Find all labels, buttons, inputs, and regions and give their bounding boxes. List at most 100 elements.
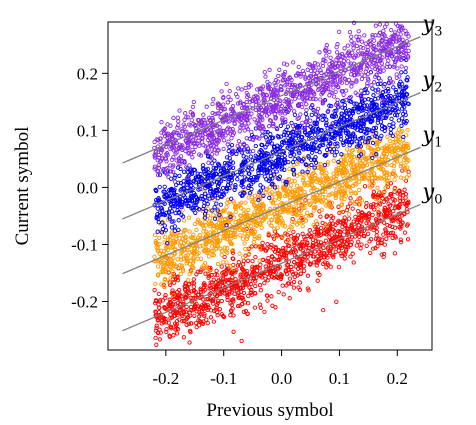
data-point <box>236 138 242 144</box>
data-point <box>402 201 407 206</box>
data-point <box>344 147 350 152</box>
data-point <box>345 238 350 243</box>
data-point <box>329 214 334 219</box>
data-point <box>305 241 310 246</box>
data-point <box>292 152 297 157</box>
data-point <box>370 212 375 218</box>
data-point <box>371 189 377 194</box>
data-point <box>317 150 322 155</box>
data-point <box>157 235 162 240</box>
data-point <box>197 309 202 315</box>
data-point <box>198 305 204 310</box>
data-point <box>221 314 227 320</box>
data-point <box>204 317 209 322</box>
data-point <box>257 245 262 250</box>
data-point <box>362 176 367 181</box>
data-point <box>390 230 396 235</box>
data-point <box>202 248 207 253</box>
data-point <box>182 284 187 289</box>
data-point <box>152 139 157 145</box>
data-point <box>287 296 292 301</box>
data-point <box>346 59 351 64</box>
data-point <box>314 219 319 224</box>
data-point <box>181 335 187 340</box>
data-point <box>366 212 371 217</box>
data-point <box>203 271 208 276</box>
data-point <box>152 287 157 293</box>
data-point <box>235 172 240 178</box>
data-point <box>175 277 181 283</box>
data-point <box>346 77 352 83</box>
data-point <box>291 260 297 265</box>
data-point <box>381 251 387 257</box>
data-point <box>401 193 406 198</box>
data-point <box>365 71 371 77</box>
data-point <box>382 205 388 211</box>
data-point <box>157 337 163 342</box>
data-point <box>265 298 270 303</box>
data-point <box>207 284 212 289</box>
line-label-y2: y2 <box>421 68 442 96</box>
data-point <box>181 169 187 174</box>
data-point <box>201 112 206 117</box>
data-point <box>396 127 402 132</box>
data-point <box>371 38 377 43</box>
data-point <box>286 238 292 244</box>
data-point <box>310 237 316 242</box>
data-point <box>383 185 388 190</box>
data-point <box>320 195 325 200</box>
data-point <box>190 235 195 241</box>
data-point <box>371 160 376 165</box>
data-point <box>239 206 244 211</box>
data-point <box>249 287 254 293</box>
data-point <box>162 276 168 282</box>
data-point <box>317 192 323 198</box>
data-point <box>362 233 367 239</box>
data-point <box>176 119 181 124</box>
data-point <box>359 39 365 44</box>
data-point <box>331 158 336 163</box>
data-point <box>346 216 352 221</box>
data-point <box>362 33 367 38</box>
data-point <box>392 177 397 182</box>
data-point <box>206 271 211 277</box>
data-point <box>222 280 227 285</box>
data-point <box>178 271 183 277</box>
data-point <box>239 87 244 92</box>
data-point <box>320 220 325 226</box>
data-point <box>391 121 396 126</box>
data-point <box>182 318 187 323</box>
data-point <box>175 115 180 120</box>
data-point <box>278 209 283 215</box>
data-point <box>338 251 343 256</box>
data-point <box>204 306 209 311</box>
data-point <box>345 43 351 48</box>
data-point <box>392 251 398 256</box>
data-point <box>312 260 317 265</box>
data-point <box>349 34 354 39</box>
data-point <box>383 227 388 232</box>
data-point <box>329 218 334 223</box>
data-point <box>350 206 355 211</box>
data-point <box>245 258 251 263</box>
data-point <box>240 255 246 260</box>
data-point <box>167 302 172 307</box>
data-point <box>397 224 402 230</box>
data-point <box>156 291 162 297</box>
data-point <box>325 160 330 165</box>
data-point <box>230 275 235 280</box>
data-point <box>257 266 262 271</box>
scatter-points <box>152 20 411 347</box>
data-point <box>287 166 292 171</box>
data-point <box>394 159 400 164</box>
data-point <box>257 283 263 288</box>
data-point <box>233 270 238 275</box>
data-point <box>350 159 355 164</box>
data-point <box>392 198 398 203</box>
data-point <box>173 310 178 316</box>
data-point <box>332 184 337 189</box>
data-point <box>201 319 206 324</box>
data-point <box>190 104 196 110</box>
data-point <box>314 263 319 268</box>
data-point <box>376 197 381 202</box>
